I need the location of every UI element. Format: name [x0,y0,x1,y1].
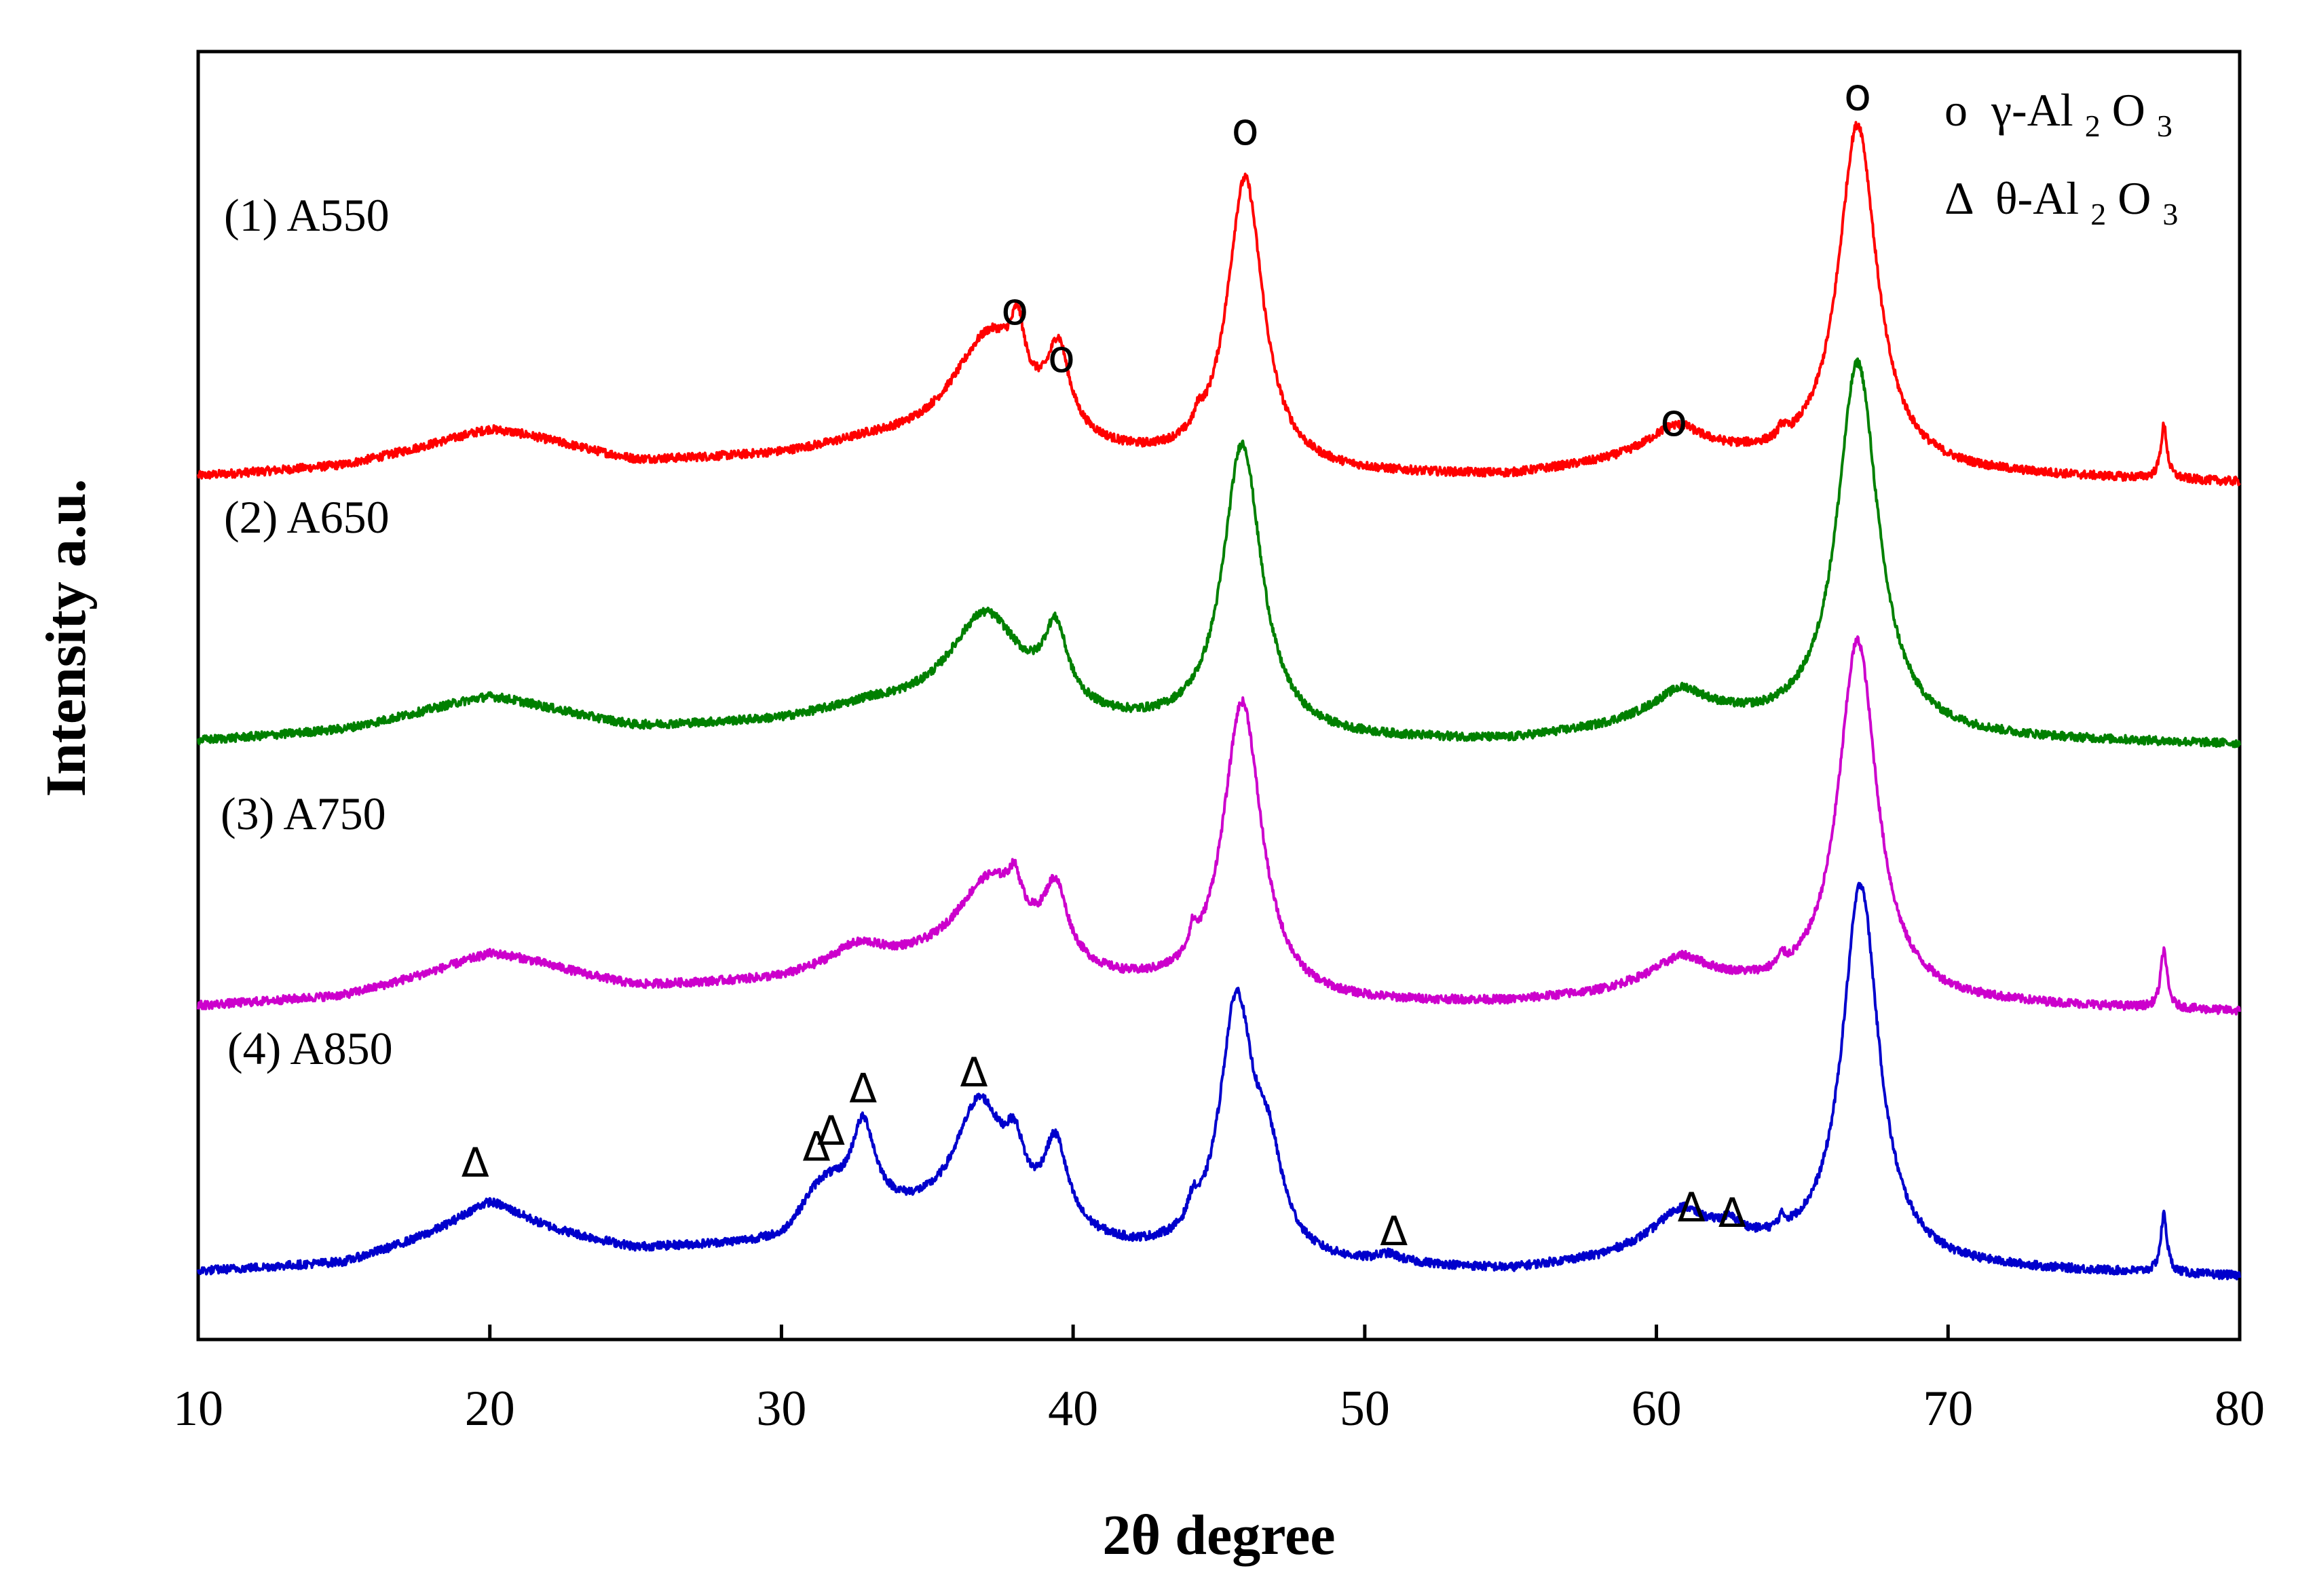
theta-marker-5: Δ [462,1139,489,1187]
x-axis-ticks [196,1325,2242,1340]
legend-theta-symbol: Δ [1944,172,1973,224]
legend-gamma-mid: O [2112,84,2145,136]
gamma-marker-4: o [1844,69,1871,121]
legend-entry-gamma: o γ-Al 2 O 3 [1944,84,2173,147]
trace-a850 [197,881,2241,1280]
legend-theta-mid: O [2118,172,2151,224]
gamma-marker-2: o [1231,103,1258,155]
theta-marker-8: Δ [849,1065,877,1113]
legend-theta-sub1: 2 [2090,197,2106,231]
x-tick-label-80: 80 [2215,1381,2265,1437]
legend-gamma-sub1: 2 [2085,109,2101,143]
x-tick-label-50: 50 [1340,1381,1390,1437]
theta-marker-6: Δ [802,1123,830,1171]
theta-marker-7: Δ [817,1107,845,1155]
trace-a750 [197,635,2241,1016]
trace-a550 [197,121,2241,487]
theta-marker-9: Δ [960,1049,988,1097]
x-tick-label-30: 30 [756,1381,806,1437]
trace-a650 [197,357,2241,748]
theta-marker-10: Δ [1380,1208,1408,1255]
gamma-marker-0: o [1001,283,1028,335]
x-tick-label-60: 60 [1632,1381,1682,1437]
x-tick-label-70: 70 [1923,1381,1973,1437]
legend-gamma-phase: γ-Al [1991,84,2073,136]
legend: o γ-Al 2 O 3 Δ θ-Al 2 O 3 [1944,84,2178,235]
x-tick-label-10: 10 [173,1381,223,1437]
series-label-a750: (3) A750 [221,788,386,839]
legend-gamma-sub2: 3 [2157,109,2173,143]
legend-theta-phase: θ-Al [1995,172,2079,224]
theta-marker-12: Δ [1718,1190,1746,1237]
series-label-a550: (1) A550 [224,189,390,241]
x-axis-tick-labels: 10 20 30 40 50 60 70 80 [173,1381,2265,1437]
x-tick-label-40: 40 [1048,1381,1098,1437]
gamma-marker-3: o [1660,394,1687,446]
plot-frame [196,50,2242,1342]
legend-theta-sub2: 3 [2162,197,2178,231]
x-tick-label-20: 20 [465,1381,515,1437]
series-label-a850: (4) A850 [227,1023,393,1074]
legend-gamma-symbol: o [1944,84,1968,136]
theta-marker-11: Δ [1678,1184,1706,1232]
gamma-marker-1: o [1048,330,1075,383]
x-axis-title: 2θ degree [1102,1504,1335,1567]
legend-entry-theta: Δ θ-Al 2 O 3 [1944,172,2178,235]
traces [197,121,2241,1280]
y-axis-title: Intensity a.u. [35,478,98,797]
series-label-a650: (2) A650 [224,491,390,543]
